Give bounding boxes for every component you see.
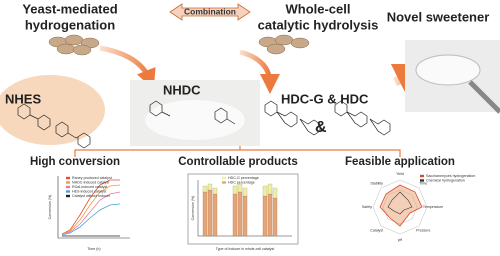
- mini-line-chart: [57, 176, 130, 239]
- panel-title: Feasible application: [345, 156, 455, 168]
- legend-entry: Raney-produced catalyst: [72, 176, 112, 180]
- legend-swatch: [66, 190, 70, 193]
- yeast-cells: [48, 34, 310, 56]
- mini-bar-chart: [187, 173, 299, 245]
- legend-entry: Chemical hydrogenation: [426, 178, 465, 182]
- radar-axis-label: Catalyst: [370, 228, 383, 232]
- legend-entry: HDC percentage: [228, 180, 255, 184]
- axis-label: Time (h): [87, 247, 100, 251]
- spoon-handle: [468, 80, 500, 114]
- legend-swatch: [66, 194, 70, 198]
- legend-swatch: [222, 176, 226, 180]
- title-line: Whole-cell: [285, 1, 350, 16]
- legend-swatch: [66, 181, 70, 184]
- legend-entry: Saccharomyces hydrogenation: [426, 174, 475, 178]
- title-line: Yeast-mediated: [22, 1, 117, 16]
- radar-axis-label: Temperature: [423, 205, 443, 209]
- legend-entry: NHDC-induced catalyst: [72, 180, 109, 184]
- combination-label: Combination: [184, 6, 236, 16]
- legend-entry: Catalyst without inducer: [72, 194, 111, 198]
- axis-label: Conversion (%): [48, 195, 52, 220]
- curved-arrow: [239, 49, 280, 94]
- molecules: [17, 100, 391, 149]
- legend-entry: HES-induced catalyst: [72, 189, 106, 193]
- compound-label: HDC-G & HDC: [281, 91, 369, 106]
- legend-entry: HDC-G percentage: [228, 176, 259, 180]
- compound-label: NHDC: [163, 82, 201, 97]
- legend-swatch: [420, 174, 424, 178]
- radar-axis-label: Yield: [396, 172, 404, 176]
- crystal-blob: [0, 75, 105, 145]
- legend-entry: RGal-induced catalyst: [72, 185, 107, 189]
- radar-axis-label: Time: [419, 182, 427, 186]
- panel-title: High conversion: [30, 156, 120, 168]
- product-title: Novel sweetener: [387, 9, 490, 24]
- panel-title: Controllable products: [178, 156, 297, 168]
- legend-swatch: [66, 176, 70, 180]
- title-line: hydrogenation: [25, 17, 115, 32]
- radar-axis-label: Stability: [370, 182, 383, 186]
- curved-arrow: [99, 45, 156, 90]
- radar-axis-label: pH: [398, 238, 403, 242]
- radar-axis-label: Pressure: [416, 228, 430, 232]
- legend-swatch: [66, 185, 70, 189]
- double-arrow: [169, 3, 251, 21]
- axis-label: Type of inducer in whole-cell catalyst: [216, 247, 275, 251]
- compound-label: NHES: [5, 91, 41, 106]
- radar-axis-label: Safety: [362, 205, 372, 209]
- legend-swatch: [222, 181, 226, 184]
- legend-swatch: [420, 179, 424, 182]
- mini-radar-chart: [372, 179, 428, 235]
- spoon-powder: [415, 54, 481, 86]
- ampersand: &: [315, 119, 327, 136]
- bracket: [74, 146, 401, 157]
- axis-label: Conversion (%): [191, 196, 195, 221]
- title-line: catalytic hydrolysis: [258, 17, 379, 32]
- powder: [145, 100, 245, 140]
